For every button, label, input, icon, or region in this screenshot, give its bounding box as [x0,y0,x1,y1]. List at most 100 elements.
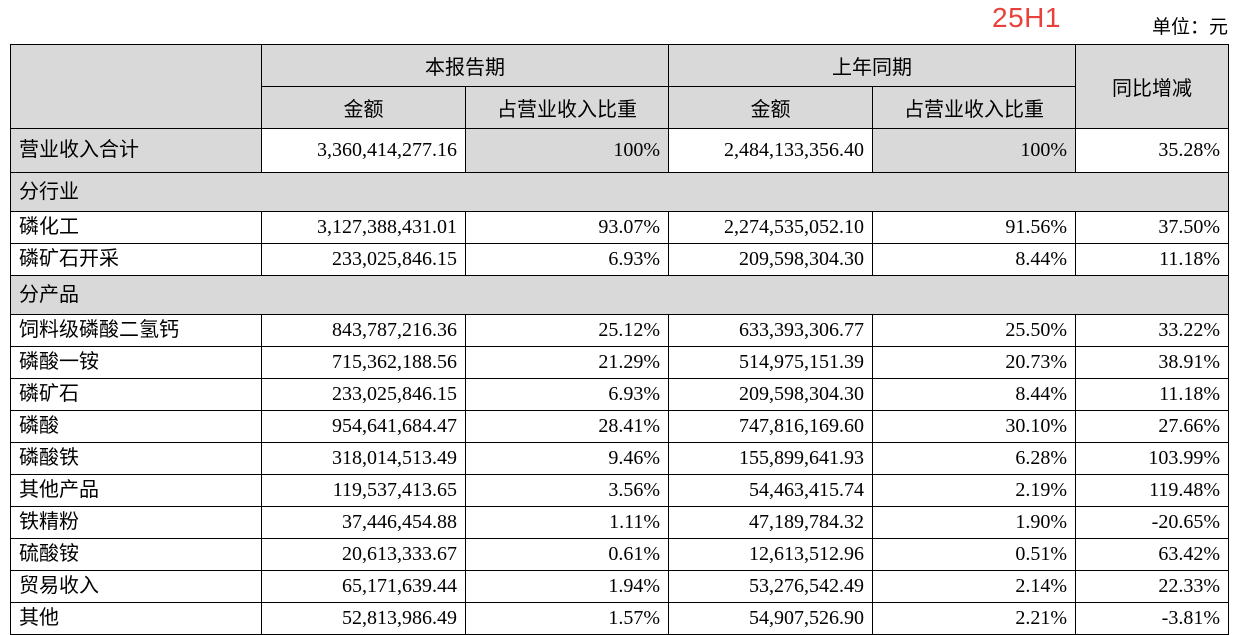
current-amount: 52,813,986.49 [261,602,466,635]
current-amount: 3,127,388,431.01 [261,211,466,244]
prior-amount: 53,276,542.49 [668,570,873,603]
prior-share: 25.50% [872,314,1076,347]
prior-share: 6.28% [872,442,1076,475]
prior-amount: 12,613,512.96 [668,538,873,571]
row-name: 饲料级磷酸二氢钙 [10,314,262,347]
current-amount: 65,171,639.44 [261,570,466,603]
row-name: 贸易收入 [10,570,262,603]
table-row: 磷矿石 233,025,846.15 6.93% 209,598,304.30 … [10,378,1229,411]
yoy-change: 103.99% [1075,442,1229,475]
table-row: 贸易收入 65,171,639.44 1.94% 53,276,542.49 2… [10,570,1229,603]
header-blank [10,44,262,129]
row-name: 磷酸铁 [10,442,262,475]
yoy-change: 27.66% [1075,410,1229,443]
prior-share: 30.10% [872,410,1076,443]
current-amount: 954,641,684.47 [261,410,466,443]
table-row-total: 营业收入合计 3,360,414,277.16 100% 2,484,133,3… [10,128,1229,173]
current-share: 1.94% [465,570,669,603]
prior-share: 100% [872,128,1076,173]
current-share: 6.93% [465,243,669,276]
header-yoy: 同比增减 [1075,44,1229,129]
header-current-share: 占营业收入比重 [465,86,669,129]
current-amount: 3,360,414,277.16 [261,128,466,173]
revenue-table: 本报告期 上年同期 同比增减 金额 占营业收入比重 金额 占营业收入比重 营业收… [10,44,1229,635]
current-amount: 119,537,413.65 [261,474,466,507]
table-row: 磷酸一铵 715,362,188.56 21.29% 514,975,151.3… [10,346,1229,379]
current-amount: 233,025,846.15 [261,378,466,411]
prior-share: 1.90% [872,506,1076,539]
row-name: 其他产品 [10,474,262,507]
section-title: 分行业 [10,172,1229,212]
yoy-change: -20.65% [1075,506,1229,539]
yoy-change: 22.33% [1075,570,1229,603]
table-row: 其他产品 119,537,413.65 3.56% 54,463,415.74 … [10,474,1229,507]
row-name: 磷酸 [10,410,262,443]
table-row: 硫酸铵 20,613,333.67 0.61% 12,613,512.96 0.… [10,538,1229,571]
current-share: 1.11% [465,506,669,539]
row-name: 营业收入合计 [10,128,262,173]
table-row: 磷化工 3,127,388,431.01 93.07% 2,274,535,05… [10,211,1229,244]
prior-share: 8.44% [872,378,1076,411]
row-name: 磷化工 [10,211,262,244]
prior-amount: 47,189,784.32 [668,506,873,539]
current-share: 0.61% [465,538,669,571]
row-name: 硫酸铵 [10,538,262,571]
prior-amount: 2,274,535,052.10 [668,211,873,244]
prior-amount: 54,907,526.90 [668,602,873,635]
current-share: 6.93% [465,378,669,411]
current-share: 93.07% [465,211,669,244]
prior-share: 20.73% [872,346,1076,379]
current-share: 100% [465,128,669,173]
row-name: 其他 [10,602,262,635]
yoy-change: 63.42% [1075,538,1229,571]
table-row: 磷酸铁 318,014,513.49 9.46% 155,899,641.93 … [10,442,1229,475]
prior-share: 2.14% [872,570,1076,603]
prior-amount: 2,484,133,356.40 [668,128,873,173]
current-amount: 843,787,216.36 [261,314,466,347]
yoy-change: 38.91% [1075,346,1229,379]
current-share: 28.41% [465,410,669,443]
section-row-industry: 分行业 [10,172,1229,212]
yoy-change: 11.18% [1075,243,1229,276]
prior-share: 2.21% [872,602,1076,635]
current-share: 1.57% [465,602,669,635]
header-prior-period: 上年同期 [668,44,1076,87]
row-name: 磷矿石开采 [10,243,262,276]
section-title: 分产品 [10,275,1229,315]
current-amount: 318,014,513.49 [261,442,466,475]
current-amount: 37,446,454.88 [261,506,466,539]
table-row: 磷酸 954,641,684.47 28.41% 747,816,169.60 … [10,410,1229,443]
prior-share: 0.51% [872,538,1076,571]
current-share: 25.12% [465,314,669,347]
current-amount: 715,362,188.56 [261,346,466,379]
table-row: 其他 52,813,986.49 1.57% 54,907,526.90 2.2… [10,602,1229,635]
row-name: 铁精粉 [10,506,262,539]
prior-share: 91.56% [872,211,1076,244]
unit-label: 单位：元 [1151,17,1228,38]
prior-amount: 209,598,304.30 [668,378,873,411]
yoy-change: 35.28% [1075,128,1229,173]
prior-amount: 209,598,304.30 [668,243,873,276]
row-name: 磷酸一铵 [10,346,262,379]
table-body: 营业收入合计 3,360,414,277.16 100% 2,484,133,3… [10,128,1229,635]
prior-share: 2.19% [872,474,1076,507]
prior-amount: 54,463,415.74 [668,474,873,507]
prior-amount: 155,899,641.93 [668,442,873,475]
yoy-change: -3.81% [1075,602,1229,635]
header-prior-amount: 金额 [668,86,873,129]
current-amount: 233,025,846.15 [261,243,466,276]
table-header: 本报告期 上年同期 同比增减 金额 占营业收入比重 金额 占营业收入比重 [10,44,1229,129]
current-share: 3.56% [465,474,669,507]
header-current-amount: 金额 [261,86,466,129]
table-row: 磷矿石开采 233,025,846.15 6.93% 209,598,304.3… [10,243,1229,276]
prior-amount: 633,393,306.77 [668,314,873,347]
yoy-change: 33.22% [1075,314,1229,347]
row-name: 磷矿石 [10,378,262,411]
table-row: 饲料级磷酸二氢钙 843,787,216.36 25.12% 633,393,3… [10,314,1229,347]
current-share: 21.29% [465,346,669,379]
period-tag: 25H1 [992,2,1061,33]
yoy-change: 11.18% [1075,378,1229,411]
current-share: 9.46% [465,442,669,475]
prior-amount: 514,975,151.39 [668,346,873,379]
yoy-change: 37.50% [1075,211,1229,244]
